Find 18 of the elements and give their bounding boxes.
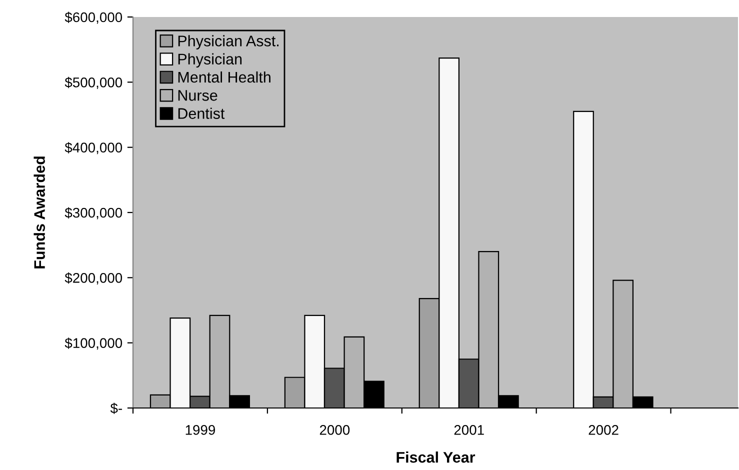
y-tick-label: $200,000	[64, 272, 122, 284]
x-tick-label: 2002	[588, 425, 618, 435]
y-tick-label: $500,000	[64, 76, 122, 89]
legend-label: Physician Asst.	[178, 35, 279, 50]
x-tick-label: 1999	[186, 425, 216, 435]
legend-label: Nurse	[178, 90, 218, 101]
y-tick-label: $400,000	[64, 142, 122, 154]
y-axis-title: Funds Awarded	[34, 156, 45, 268]
x-tick-label: 2001	[454, 425, 484, 435]
y-tick-label: $600,000	[64, 12, 122, 24]
x-axis-title: Fiscal Year	[396, 452, 476, 463]
y-tick-label: $100,000	[64, 338, 122, 350]
legend-label: Physician	[178, 53, 242, 68]
legend-label: Mental Health	[178, 71, 270, 83]
y-tick-label: $-	[110, 402, 122, 414]
x-tick-label: 2000	[320, 425, 350, 435]
y-tick-label: $300,000	[64, 207, 122, 220]
legend-label: Dentist	[178, 108, 225, 119]
